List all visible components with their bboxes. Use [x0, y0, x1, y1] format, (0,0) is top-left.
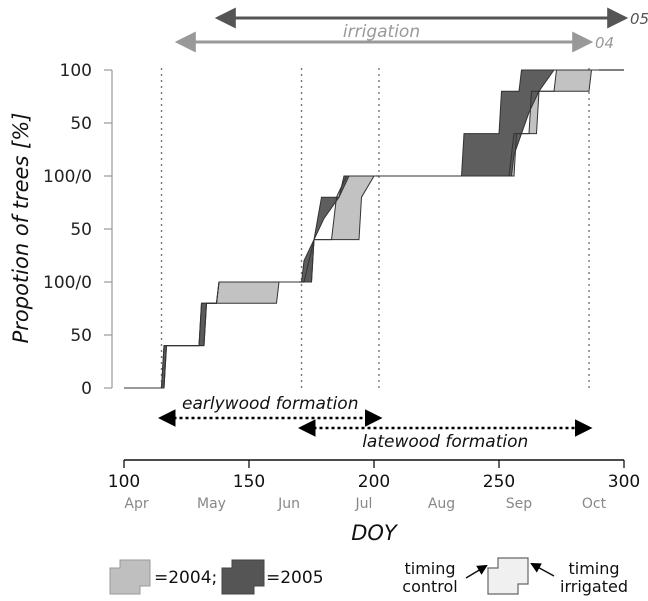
series-lines	[124, 69, 624, 389]
series-control-line-4	[379, 69, 599, 177]
irrigation-label: irrigation	[343, 22, 420, 42]
legend-label-2004: =2004;	[154, 568, 217, 588]
x-ticks: 100 150 200 250 300	[108, 460, 640, 492]
legend-swatch-2004	[109, 559, 151, 595]
legend-swatch-2005	[221, 559, 265, 595]
legend-label-2005: =2005	[266, 568, 324, 588]
irrigation-2004-label: 04	[595, 34, 614, 52]
series-band-latewood-02-5	[379, 70, 599, 176]
month-label: May	[197, 496, 226, 512]
legend-swatch-timing	[487, 557, 529, 595]
series-band-latewood-02-4	[379, 70, 599, 176]
month-labels: Apr May Jun Jul Aug Sep Oct	[124, 496, 606, 512]
x-tick-label: 250	[483, 472, 515, 492]
earlywood-label: earlywood formation	[182, 394, 358, 414]
x-tick-label: 200	[358, 472, 390, 492]
latewood-label: latewood formation	[362, 432, 528, 452]
y-tick-label: 50	[70, 326, 92, 346]
series-band-earlywood-0	[124, 282, 299, 388]
series-fills	[124, 70, 599, 388]
series-irrigated-line-3	[301, 175, 377, 283]
x-tick-label: 300	[608, 472, 640, 492]
y-tick-label: 100/0	[43, 167, 92, 187]
y-axis-label: Propotion of trees [%]	[9, 113, 33, 344]
series-control-line-5	[379, 69, 599, 177]
y-tick-label: 100	[60, 61, 92, 81]
irrigation-2005-label: 05	[630, 10, 648, 28]
legend-irrigated-pointer	[530, 562, 555, 577]
month-label: Jul	[355, 496, 373, 512]
x-axis-label: DOY	[351, 521, 399, 545]
month-label: Oct	[582, 496, 607, 512]
month-label: Jun	[277, 496, 300, 512]
x-tick-label: 150	[233, 472, 265, 492]
legend-timing-control-line1: timing	[404, 559, 455, 578]
y-tick-label: 50	[70, 220, 92, 240]
y-tick-label: 50	[70, 114, 92, 134]
legend: =2004; =2005 timing control timing irrig…	[109, 557, 628, 596]
legend-control-pointer	[465, 564, 488, 579]
series-irrigated-line-5	[379, 69, 599, 177]
month-label: Sep	[506, 496, 533, 512]
legend-timing-control-line2: control	[402, 577, 457, 596]
month-label: Apr	[124, 496, 148, 512]
y-tick-label: 0	[81, 379, 92, 399]
series-band-latewood-01-2	[304, 176, 377, 282]
month-label: Aug	[428, 496, 455, 512]
y-ticks: 100 50 100/0 50 100/0 50 0	[43, 61, 112, 399]
legend-timing-irrigated-line2: irrigated	[560, 577, 628, 596]
series-irrigated-line-1	[124, 281, 299, 389]
y-tick-label: 100/0	[43, 273, 92, 293]
annotations: 05 04 irrigation earlywood formation lat…	[158, 7, 648, 452]
legend-timing-irrigated-line1: timing	[568, 559, 619, 578]
x-tick-label: 100	[108, 472, 140, 492]
series-irrigated-line-4	[379, 69, 599, 177]
